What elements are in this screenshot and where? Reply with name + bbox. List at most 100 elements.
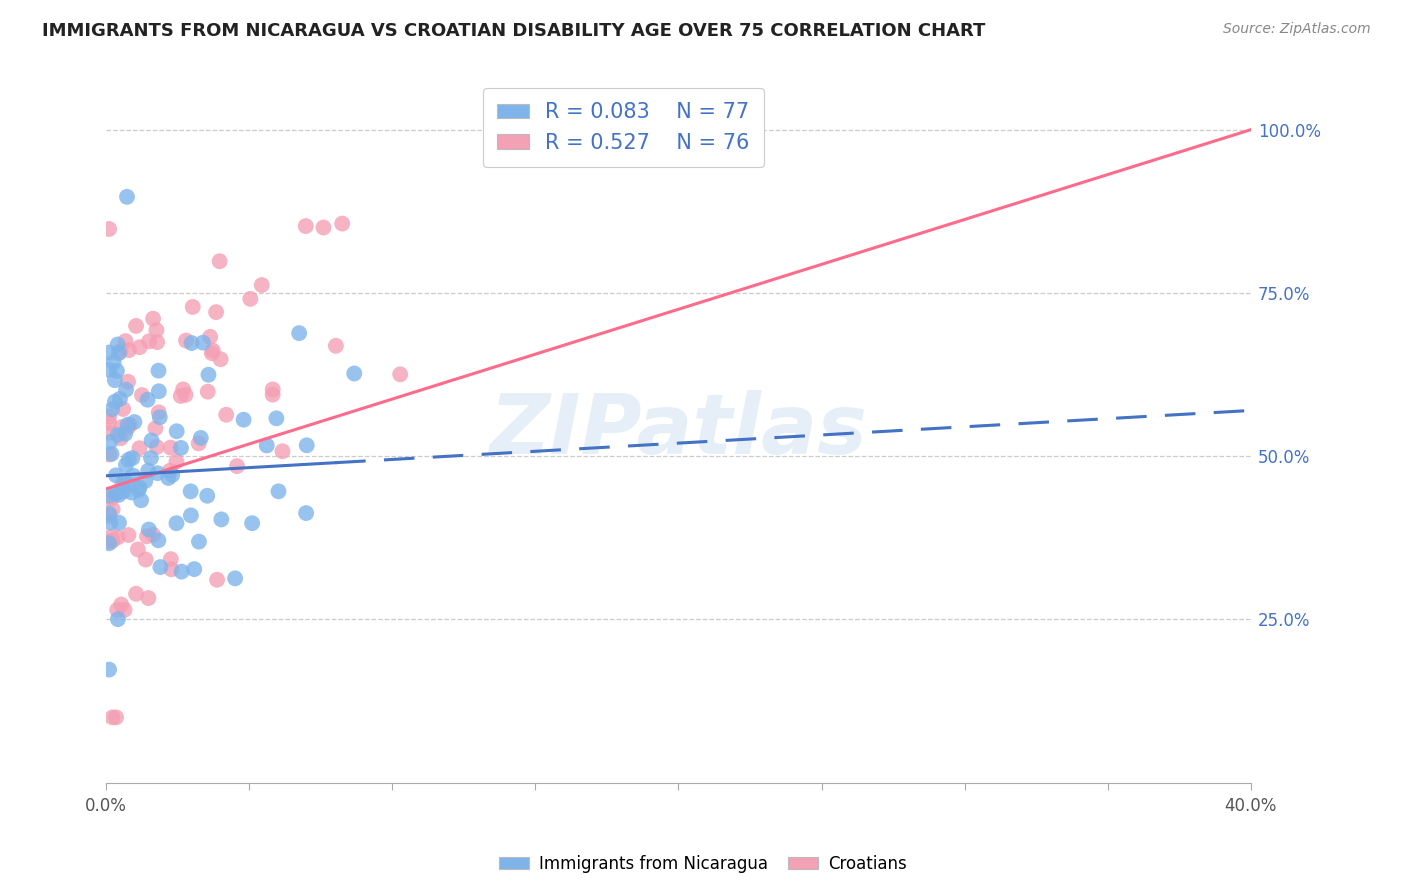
- Point: [180, 336, 202, 351]
- Point: [146, 466, 169, 480]
- Point: [142, 527, 165, 541]
- Point: [108, 516, 131, 530]
- Point: [215, 408, 238, 422]
- Point: [288, 326, 311, 340]
- Point: [187, 436, 209, 450]
- Point: [136, 529, 159, 543]
- Point: [100, 516, 122, 530]
- Point: [149, 560, 172, 574]
- Point: [117, 375, 139, 389]
- Point: [141, 434, 163, 448]
- Point: [294, 219, 316, 233]
- Point: [124, 415, 146, 429]
- Text: Source: ZipAtlas.com: Source: ZipAtlas.com: [1223, 22, 1371, 37]
- Point: [157, 471, 180, 485]
- Point: [115, 458, 138, 472]
- Point: [105, 364, 128, 378]
- Point: [166, 516, 188, 531]
- Point: [110, 420, 132, 434]
- Point: [170, 441, 193, 455]
- Point: [180, 484, 202, 499]
- Point: [108, 346, 131, 360]
- Point: [105, 710, 128, 724]
- Point: [330, 217, 353, 231]
- Point: [142, 311, 165, 326]
- Point: [98, 663, 121, 677]
- Text: ZIPatlas: ZIPatlas: [489, 390, 868, 471]
- Point: [128, 340, 150, 354]
- Point: [112, 474, 135, 488]
- Point: [98, 489, 121, 503]
- Point: [170, 565, 193, 579]
- Point: [117, 420, 139, 434]
- Point: [125, 587, 148, 601]
- Point: [128, 441, 150, 455]
- Point: [105, 603, 128, 617]
- Point: [149, 410, 172, 425]
- Point: [208, 254, 231, 268]
- Point: [98, 222, 121, 236]
- Point: [226, 459, 249, 474]
- Point: [98, 345, 121, 359]
- Point: [129, 493, 152, 508]
- Point: [166, 424, 188, 438]
- Point: [117, 528, 139, 542]
- Point: [312, 220, 335, 235]
- Point: [98, 534, 121, 549]
- Point: [166, 454, 188, 468]
- Point: [262, 387, 284, 401]
- Point: [101, 402, 124, 417]
- Point: [145, 323, 167, 337]
- Point: [138, 523, 160, 537]
- Point: [139, 450, 162, 465]
- Point: [107, 612, 129, 626]
- Point: [136, 392, 159, 407]
- Point: [107, 530, 129, 544]
- Point: [100, 447, 122, 461]
- Point: [174, 334, 197, 348]
- Point: [98, 507, 121, 521]
- Point: [98, 448, 121, 462]
- Point: [110, 598, 132, 612]
- Point: [107, 427, 129, 442]
- Point: [125, 318, 148, 333]
- Point: [98, 409, 121, 424]
- Point: [115, 477, 138, 491]
- Point: [100, 491, 122, 506]
- Point: [115, 190, 138, 204]
- Point: [145, 421, 167, 435]
- Point: [191, 335, 214, 350]
- Point: [146, 335, 169, 350]
- Point: [197, 384, 219, 399]
- Point: [98, 435, 121, 450]
- Point: [160, 562, 183, 576]
- Point: [205, 305, 228, 319]
- Point: [115, 383, 138, 397]
- Point: [131, 388, 153, 402]
- Point: [224, 571, 246, 585]
- Point: [256, 438, 278, 452]
- Point: [134, 474, 156, 488]
- Point: [110, 431, 132, 445]
- Point: [197, 368, 219, 382]
- Point: [181, 300, 204, 314]
- Point: [104, 394, 127, 409]
- Point: [128, 480, 150, 494]
- Point: [295, 438, 318, 452]
- Point: [136, 464, 159, 478]
- Point: [148, 405, 170, 419]
- Point: [148, 533, 170, 548]
- Legend: R = 0.083    N = 77, R = 0.527    N = 76: R = 0.083 N = 77, R = 0.527 N = 76: [482, 87, 765, 168]
- Point: [111, 478, 134, 492]
- Point: [148, 384, 170, 399]
- Point: [114, 426, 136, 441]
- Point: [121, 451, 143, 466]
- Point: [239, 292, 262, 306]
- Point: [100, 530, 122, 544]
- Point: [118, 343, 141, 357]
- Point: [107, 488, 129, 502]
- Point: [389, 368, 412, 382]
- Point: [114, 603, 136, 617]
- Point: [205, 573, 228, 587]
- Point: [128, 483, 150, 497]
